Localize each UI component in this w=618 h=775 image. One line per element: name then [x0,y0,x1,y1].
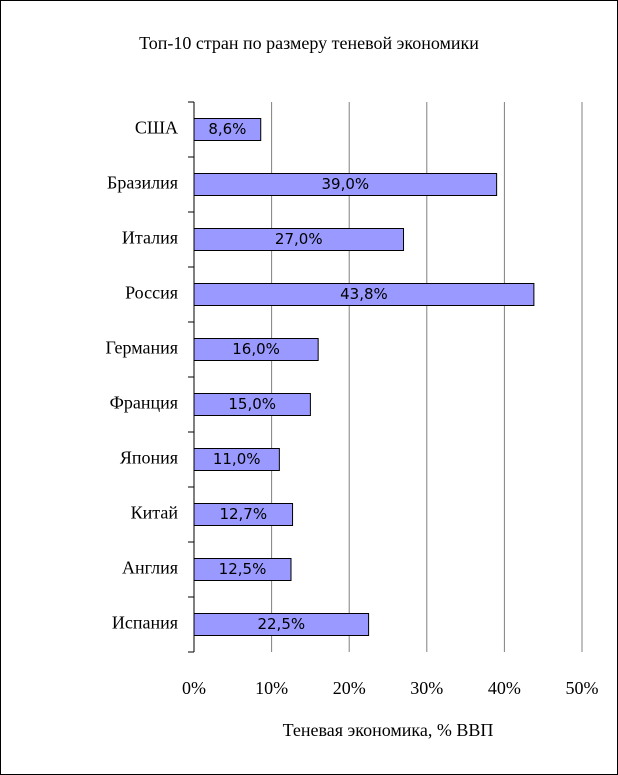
data-label: 12,7% [219,505,267,523]
bar [193,118,262,141]
bar [193,558,292,581]
y-tick-label: Франция [110,393,178,413]
y-tick-label: Китай [131,503,179,523]
y-tick-label: Россия [125,283,178,303]
y-tick-label: Испания [112,613,178,633]
data-label: 27,0% [275,230,323,248]
x-axis-title: Теневая экономика, % ВВП [283,720,494,740]
bar [193,613,370,636]
y-tick-label: Япония [120,448,178,468]
bar [193,503,294,526]
data-label: 15,0% [228,395,276,413]
x-tick-label: 40% [488,678,521,698]
y-tick-label: Бразилия [107,173,178,193]
data-label: 12,5% [219,560,267,578]
chart-title: Топ-10 стран по размеру теневой экономик… [139,33,479,53]
y-tick-label: Италия [122,228,178,248]
x-tick-label: 0% [182,678,206,698]
data-label: 8,6% [208,120,246,138]
data-label: 16,0% [232,340,280,358]
data-label: 11,0% [213,450,261,468]
y-tick-label: США [135,118,178,138]
data-label: 43,8% [340,285,388,303]
bar [193,228,405,251]
bar [193,338,319,361]
bar [193,393,311,416]
x-tick-label: 10% [255,678,288,698]
x-tick-label: 30% [410,678,443,698]
data-label: 22,5% [257,615,305,633]
bar [193,173,498,196]
data-label: 39,0% [321,175,369,193]
y-tick-label: Германия [105,338,178,358]
x-tick-label: 50% [566,678,599,698]
x-tick-label: 20% [333,678,366,698]
y-tick-label: Англия [122,558,178,578]
bar [193,448,280,471]
bar [193,283,535,306]
